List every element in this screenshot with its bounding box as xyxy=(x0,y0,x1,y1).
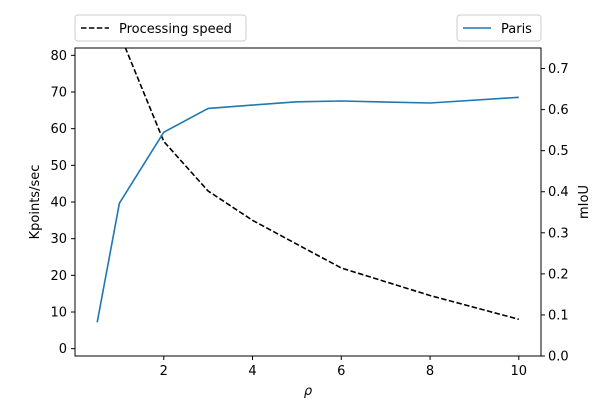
y-left-axis-label: Kpoints/sec xyxy=(28,165,43,240)
x-tick-label: 2 xyxy=(160,364,168,379)
y-right-tick-label: 0.7 xyxy=(548,62,569,77)
y-right-tick-label: 0.3 xyxy=(548,226,569,241)
y-left-tick-label: 60 xyxy=(50,122,67,137)
x-tick-label: 10 xyxy=(511,364,528,379)
x-axis-label: ρ xyxy=(304,384,313,399)
y-right-tick-label: 0.2 xyxy=(548,267,569,282)
series-line-paris xyxy=(96,96,519,323)
legend-processing-speed: Processing speed xyxy=(74,14,247,42)
x-tick-label: 6 xyxy=(337,364,345,379)
y-left-tick-label: 50 xyxy=(50,159,67,174)
y-left-tick-label: 70 xyxy=(50,86,67,101)
y-right-tick-label: 0.4 xyxy=(548,185,569,200)
y-left-tick-label: 0 xyxy=(59,342,67,357)
y-right-tick-label: 0.6 xyxy=(548,103,569,118)
y-left-tick-label: 20 xyxy=(50,269,67,284)
y-right-tick-label: 0.0 xyxy=(548,350,569,365)
y-right-axis-label: mIoU xyxy=(577,185,592,219)
y-left-tick-label: 10 xyxy=(50,306,67,321)
x-tick-label: 8 xyxy=(426,364,434,379)
plot-area xyxy=(75,48,541,356)
legend-processing-speed-label: Processing speed xyxy=(119,22,232,37)
y-left-tick-label: 80 xyxy=(50,49,67,64)
series-line-processing-speed xyxy=(124,48,520,321)
x-tick-label: 4 xyxy=(248,364,256,379)
y-right-tick-label: 0.1 xyxy=(548,308,569,323)
y-right-tick-label: 0.5 xyxy=(548,144,569,159)
legend-paris-label: Paris xyxy=(501,22,532,37)
y-left-tick-label: 40 xyxy=(50,196,67,211)
y-left-tick-label: 30 xyxy=(50,232,67,247)
legend-paris: Paris xyxy=(456,14,542,42)
